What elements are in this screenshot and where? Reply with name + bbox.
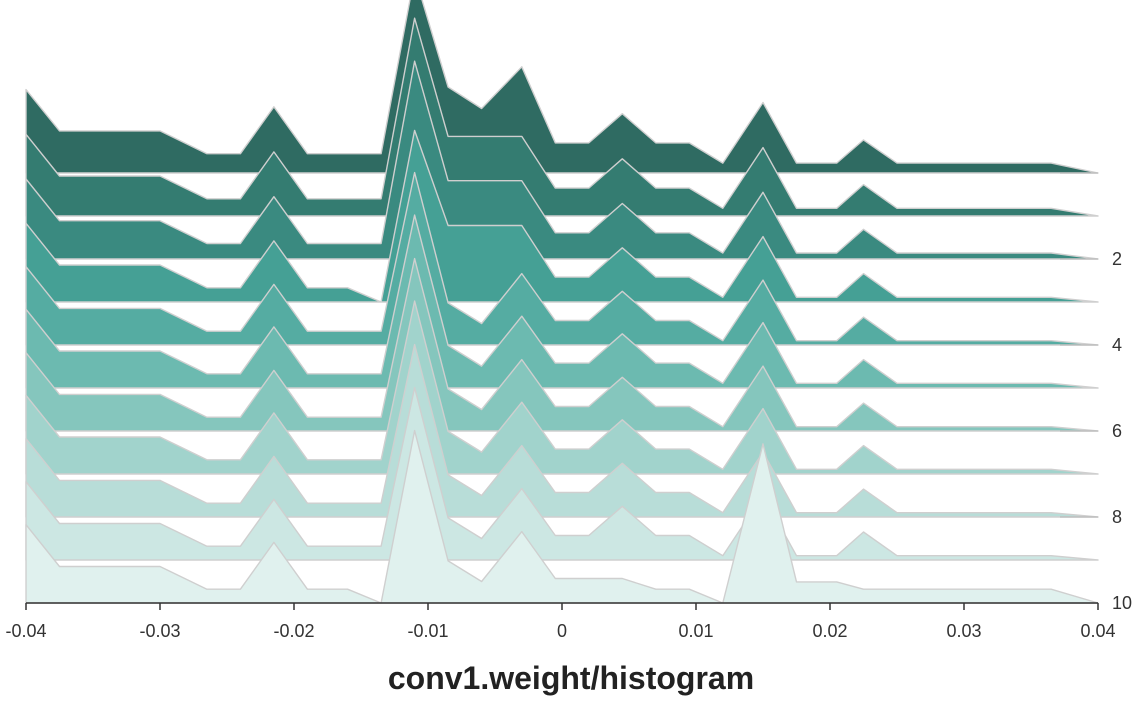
ridge-step-4: [25, 171, 1099, 346]
ridge-step-6: [25, 257, 1099, 432]
ridge-step-0: [25, 0, 1099, 174]
ridge-step-10: [25, 429, 1099, 604]
ridge-step-5: [25, 214, 1099, 389]
x-tick-label--0.01: -0.01: [407, 621, 448, 641]
x-tick-label-0: 0: [557, 621, 567, 641]
x-tick-label--0.02: -0.02: [273, 621, 314, 641]
y-tick-label-2: 2: [1112, 249, 1122, 269]
ridge-step-2: [25, 60, 1099, 260]
x-tick-label-0.01: 0.01: [678, 621, 713, 641]
ridge-step-7: [25, 300, 1099, 475]
x-tick-label-0.03: 0.03: [946, 621, 981, 641]
y-tick-label-10: 10: [1112, 593, 1132, 613]
x-axis: -0.04 -0.03 -0.02 -0.01 0 0.01 0.02 0.03 0.04: [5, 602, 1116, 641]
y-tick-label-4: 4: [1112, 335, 1122, 355]
x-tick-label-0.04: 0.04: [1080, 621, 1115, 641]
ridge-step-3: [25, 129, 1099, 303]
ridge-step-8: [25, 343, 1099, 518]
ridges: [25, 0, 1099, 604]
chart-title: conv1.weight/histogram: [387, 660, 755, 696]
x-tick-label--0.04: -0.04: [5, 621, 46, 641]
y-axis: 2 4 6 8 10: [1060, 172, 1132, 613]
x-tick-label--0.03: -0.03: [139, 621, 180, 641]
y-tick-label-8: 8: [1112, 507, 1122, 527]
ridge-step-1: [25, 17, 1099, 217]
ridge-step-9: [25, 386, 1099, 561]
y-tick-label-6: 6: [1112, 421, 1122, 441]
x-tick-label-0.02: 0.02: [812, 621, 847, 641]
